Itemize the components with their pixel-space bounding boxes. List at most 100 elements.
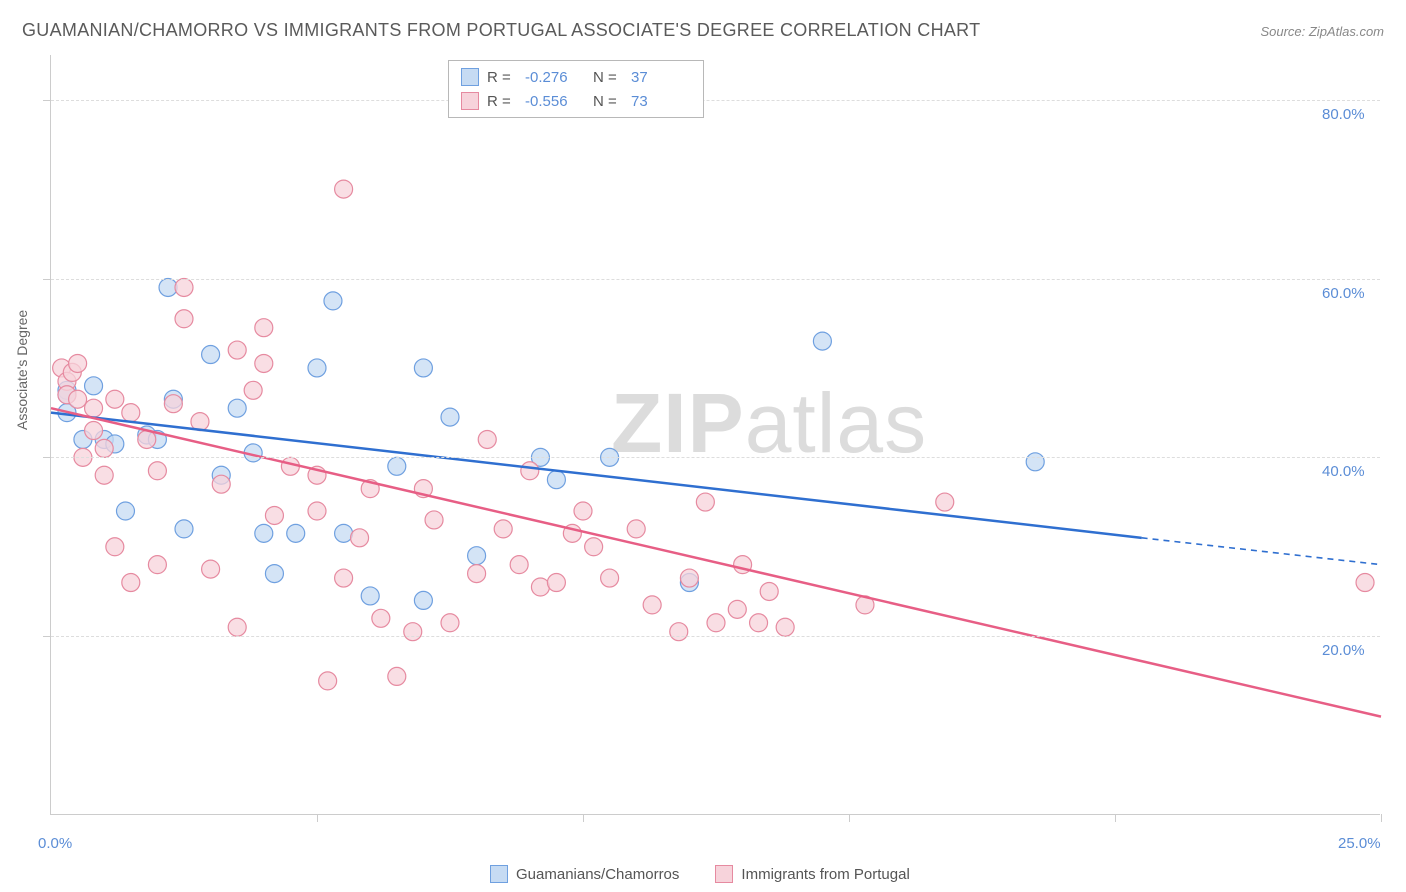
data-point — [308, 502, 326, 520]
correlation-legend: R = -0.276 N = 37 R = -0.556 N = 73 — [448, 60, 704, 118]
data-point — [361, 587, 379, 605]
data-point — [95, 439, 113, 457]
legend-item-1: Guamanians/Chamorros — [490, 865, 679, 883]
data-point — [175, 278, 193, 296]
chart-title: GUAMANIAN/CHAMORRO VS IMMIGRANTS FROM PO… — [22, 20, 980, 41]
y-tick — [43, 636, 51, 637]
x-tick — [849, 814, 850, 822]
data-point — [122, 404, 140, 422]
data-point — [228, 618, 246, 636]
data-point — [1026, 453, 1044, 471]
data-point — [776, 618, 794, 636]
y-tick-label: 40.0% — [1322, 463, 1365, 480]
series-legend: Guamanians/Chamorros Immigrants from Por… — [490, 865, 910, 883]
r-value-1: -0.276 — [525, 69, 585, 86]
gridline — [51, 100, 1380, 101]
data-point — [244, 381, 262, 399]
y-tick — [43, 100, 51, 101]
data-point — [148, 462, 166, 480]
data-point — [85, 422, 103, 440]
data-point — [324, 292, 342, 310]
plot-area: ZIPatlas — [50, 55, 1380, 815]
x-min-label: 0.0% — [38, 835, 72, 852]
data-point — [228, 399, 246, 417]
data-point — [728, 600, 746, 618]
n-label: N = — [593, 69, 623, 86]
data-point — [414, 359, 432, 377]
data-point — [308, 359, 326, 377]
gridline — [51, 457, 1380, 458]
data-point — [643, 596, 661, 614]
data-point — [696, 493, 714, 511]
data-point — [627, 520, 645, 538]
data-point — [494, 520, 512, 538]
data-point — [335, 180, 353, 198]
data-point — [95, 466, 113, 484]
data-point — [680, 569, 698, 587]
data-point — [138, 430, 156, 448]
data-point — [212, 475, 230, 493]
data-point — [265, 565, 283, 583]
swatch-series-1-bottom — [490, 865, 508, 883]
data-point — [372, 609, 390, 627]
data-point — [510, 556, 528, 574]
regression-extrapolation — [1142, 538, 1381, 565]
data-point — [255, 354, 273, 372]
r-label: R = — [487, 93, 517, 110]
data-point — [414, 591, 432, 609]
data-point — [601, 569, 619, 587]
swatch-series-2-bottom — [715, 865, 733, 883]
series-2-name: Immigrants from Portugal — [741, 866, 909, 883]
data-point — [351, 529, 369, 547]
x-tick — [1115, 814, 1116, 822]
data-point — [85, 377, 103, 395]
data-point — [1356, 574, 1374, 592]
data-point — [255, 319, 273, 337]
y-axis-label: Associate's Degree — [14, 310, 30, 430]
data-point — [69, 354, 87, 372]
data-point — [85, 399, 103, 417]
data-point — [404, 623, 422, 641]
data-point — [547, 471, 565, 489]
r-label: R = — [487, 69, 517, 86]
n-label: N = — [593, 93, 623, 110]
n-value-2: 73 — [631, 93, 691, 110]
data-point — [521, 462, 539, 480]
series-1-name: Guamanians/Chamorros — [516, 866, 679, 883]
data-point — [202, 560, 220, 578]
data-point — [255, 524, 273, 542]
gridline — [51, 279, 1380, 280]
legend-row-2: R = -0.556 N = 73 — [461, 89, 691, 113]
chart-svg — [51, 55, 1381, 815]
data-point — [468, 565, 486, 583]
data-point — [388, 457, 406, 475]
data-point — [175, 520, 193, 538]
data-point — [202, 346, 220, 364]
data-point — [159, 278, 177, 296]
data-point — [468, 547, 486, 565]
gridline — [51, 636, 1380, 637]
data-point — [319, 672, 337, 690]
legend-item-2: Immigrants from Portugal — [715, 865, 909, 883]
y-tick — [43, 457, 51, 458]
data-point — [441, 614, 459, 632]
data-point — [287, 524, 305, 542]
x-tick — [317, 814, 318, 822]
legend-row-1: R = -0.276 N = 37 — [461, 65, 691, 89]
data-point — [388, 667, 406, 685]
regression-line — [51, 408, 1381, 716]
r-value-2: -0.556 — [525, 93, 585, 110]
data-point — [936, 493, 954, 511]
data-point — [106, 538, 124, 556]
data-point — [750, 614, 768, 632]
x-max-label: 25.0% — [1338, 835, 1381, 852]
x-tick — [583, 814, 584, 822]
data-point — [175, 310, 193, 328]
data-point — [122, 574, 140, 592]
data-point — [585, 538, 603, 556]
swatch-series-2 — [461, 92, 479, 110]
data-point — [425, 511, 443, 529]
data-point — [335, 524, 353, 542]
data-point — [478, 430, 496, 448]
source-label: Source: ZipAtlas.com — [1260, 24, 1384, 39]
